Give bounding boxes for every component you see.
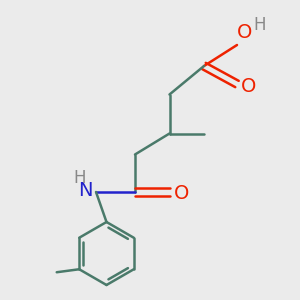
Text: O: O xyxy=(237,23,252,42)
Text: N: N xyxy=(78,181,92,200)
Text: O: O xyxy=(241,77,256,97)
Text: O: O xyxy=(174,184,189,203)
Text: H: H xyxy=(254,16,266,34)
Text: H: H xyxy=(73,169,86,187)
